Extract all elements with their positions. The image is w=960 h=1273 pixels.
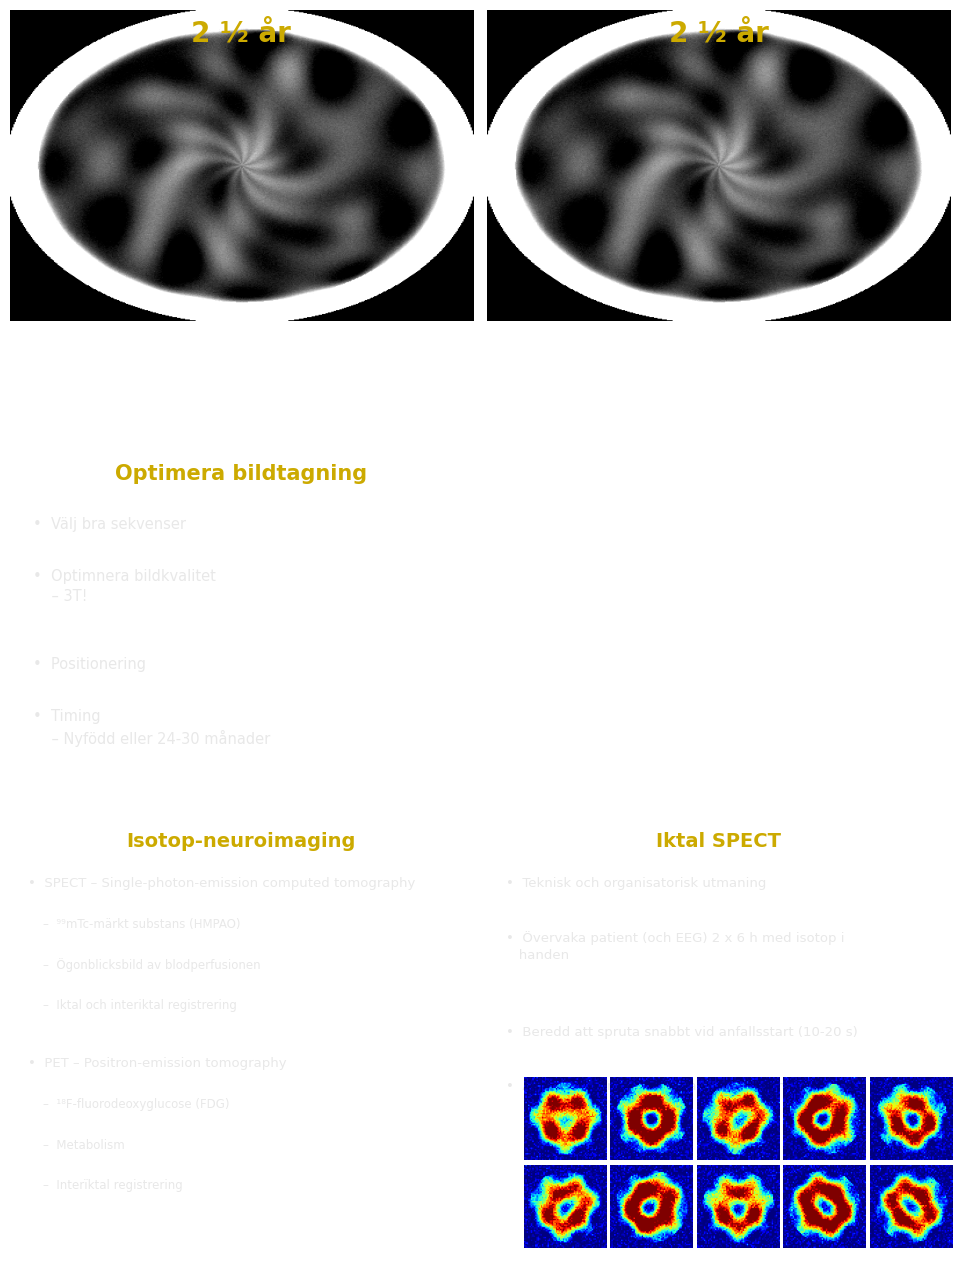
Text: •  Välj bra sekvenser: • Välj bra sekvenser <box>33 517 185 532</box>
Text: –  Iktal och interiktal registrering: – Iktal och interiktal registrering <box>28 999 237 1012</box>
Text: Iktal SPECT: Iktal SPECT <box>657 833 781 852</box>
Text: •  SPECT – Single-photon-emission computed tomography: • SPECT – Single-photon-emission compute… <box>28 877 416 890</box>
Text: –  ¹⁸F-fluorodeoxyglucose (FDG): – ¹⁸F-fluorodeoxyglucose (FDG) <box>28 1099 229 1111</box>
Text: •  PET – Positron-emission tomography: • PET – Positron-emission tomography <box>28 1058 287 1071</box>
Text: –  ⁹⁹mTc-märkt substans (HMPAO): – ⁹⁹mTc-märkt substans (HMPAO) <box>28 918 241 931</box>
Text: •  Teknisk och organisatorisk utmaning: • Teknisk och organisatorisk utmaning <box>506 877 766 890</box>
Text: •  Timing
    – Nyfödd eller 24-30 månader: • Timing – Nyfödd eller 24-30 månader <box>33 709 270 747</box>
Text: •  Övervaka patient (och EEG) 2 x 6 h med isotop i
   handen: • Övervaka patient (och EEG) 2 x 6 h med… <box>506 932 844 962</box>
Text: –  Metabolism: – Metabolism <box>28 1138 125 1152</box>
Text: 2 ½ år: 2 ½ år <box>191 19 291 47</box>
Text: Isotop-neuroimaging: Isotop-neuroimaging <box>127 833 356 852</box>
Text: •  Beredd att spruta snabbt vid anfallsstart (10-20 s): • Beredd att spruta snabbt vid anfallsst… <box>506 1026 857 1039</box>
Text: –  Interïktal registrering: – Interïktal registrering <box>28 1179 182 1192</box>
Text: –  Ögonblicksbild av blodperfusionen: – Ögonblicksbild av blodperfusionen <box>28 959 261 973</box>
Text: 2 ½ år: 2 ½ år <box>669 19 769 47</box>
Text: •  Optimnera bildkvalitet
    – 3T!: • Optimnera bildkvalitet – 3T! <box>33 569 216 605</box>
Text: •  Anfall bör vara stereotypa och duration > 10 s.: • Anfall bör vara stereotypa och duratio… <box>506 1080 837 1094</box>
Text: •  Positionering: • Positionering <box>33 657 146 672</box>
Text: Optimera bildtagning: Optimera bildtagning <box>115 465 368 484</box>
